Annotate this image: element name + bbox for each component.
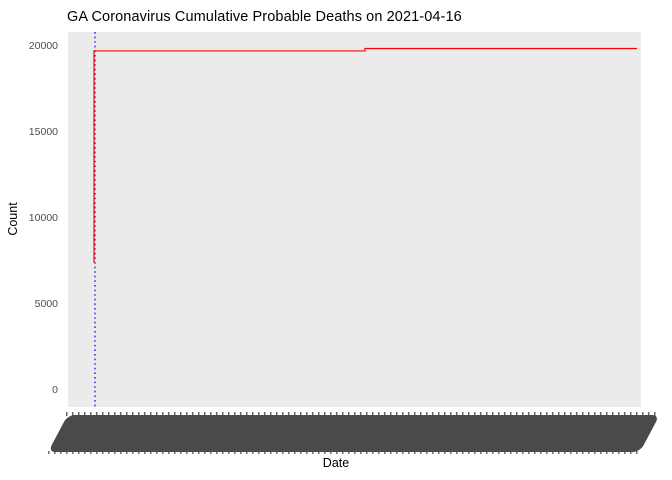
x-axis-title: Date: [322, 456, 350, 470]
line-chart-svg: [93, 32, 637, 407]
y-tick-label: 15000: [28, 125, 58, 138]
plot-panel: [68, 32, 641, 407]
y-tick-label: 0: [52, 383, 58, 396]
x-axis-tick-marks: [66, 412, 660, 416]
deaths-line: [93, 47, 637, 263]
x-axis-labels-blob: [48, 415, 660, 452]
y-tick-label: 20000: [28, 39, 58, 52]
x-axis-labels-fringe: [48, 451, 640, 454]
y-tick-label: 5000: [34, 297, 58, 310]
y-axis-title: Count: [6, 202, 20, 236]
chart-title: GA Coronavirus Cumulative Probable Death…: [67, 9, 462, 25]
y-tick-label: 10000: [28, 211, 58, 224]
